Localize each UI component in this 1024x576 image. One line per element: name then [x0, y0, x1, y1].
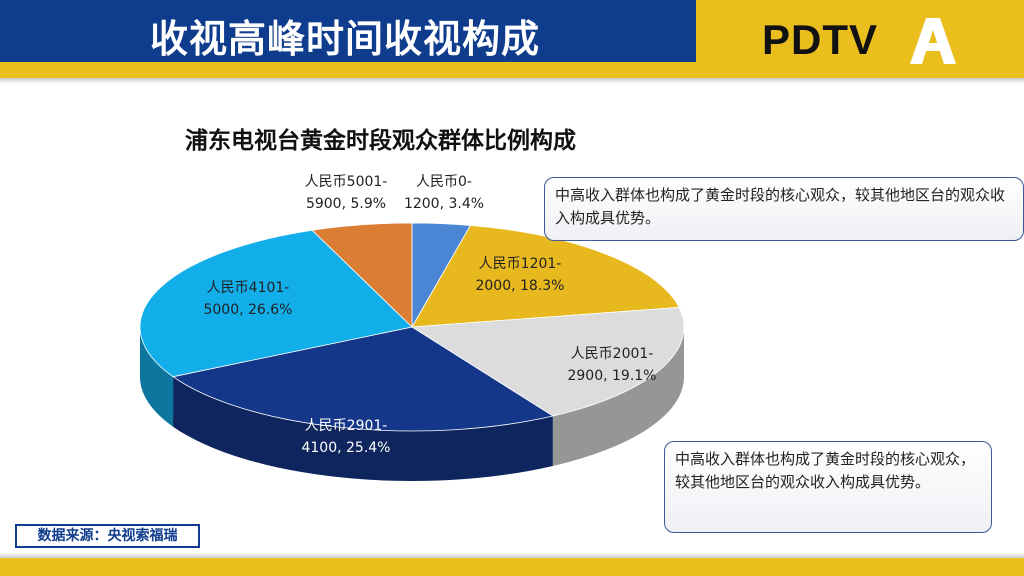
- footer-bar: [0, 558, 1024, 576]
- pie-data-label-0: 人民币0-1200, 3.4%: [404, 174, 484, 212]
- header-shadow: [0, 78, 1024, 84]
- callout-top-text: 中高收入群体也构成了黄金时段的核心观众，较其他地区台的观众收入构成具优势。: [555, 186, 1006, 227]
- pie-slice-4: [139, 229, 413, 378]
- logo-text: PDTV: [762, 16, 879, 63]
- callout-top: 中高收入群体也构成了黄金时段的核心观众，较其他地区台的观众收入构成具优势。: [544, 177, 1024, 241]
- pie-data-label-2: 人民币2001-2900, 19.1%: [567, 346, 656, 384]
- pie-slice-3: [172, 326, 554, 432]
- pie-side-3: [173, 376, 553, 481]
- header-yellow-stripe: [0, 62, 1024, 78]
- pie-data-label-3: 人民币2901-4100, 25.4%: [301, 418, 390, 456]
- pie-data-label-4: 人民币4101-5000, 26.6%: [203, 280, 292, 318]
- pie-side-4: [140, 327, 174, 427]
- callout-bottom: 中高收入群体也构成了黄金时段的核心观众，较其他地区台的观众收入构成具优势。: [664, 441, 992, 533]
- logo-a-icon: [910, 18, 956, 64]
- footer-shadow: [0, 552, 1024, 558]
- data-source-label: 数据来源：央视索福瑞: [15, 524, 200, 548]
- pie-slice-5: [311, 222, 413, 328]
- chart-title: 浦东电视台黄金时段观众群体比例构成: [185, 128, 576, 154]
- pie-data-label-1: 人民币1201-2000, 18.3%: [475, 256, 564, 294]
- pie-data-label-5: 人民币5001-5900, 5.9%: [305, 174, 388, 212]
- header-blue-band: [0, 0, 700, 62]
- pie-slice-2: [410, 307, 685, 417]
- pie-side-2: [552, 327, 684, 466]
- callout-bottom-text: 中高收入群体也构成了黄金时段的核心观众，较其他地区台的观众收入构成具优势。: [675, 450, 976, 491]
- page-title: 收视高峰时间收视构成: [150, 17, 541, 61]
- pie-slice-1: [411, 225, 680, 328]
- header-bar: 收视高峰时间收视构成 PDTV: [0, 0, 1024, 84]
